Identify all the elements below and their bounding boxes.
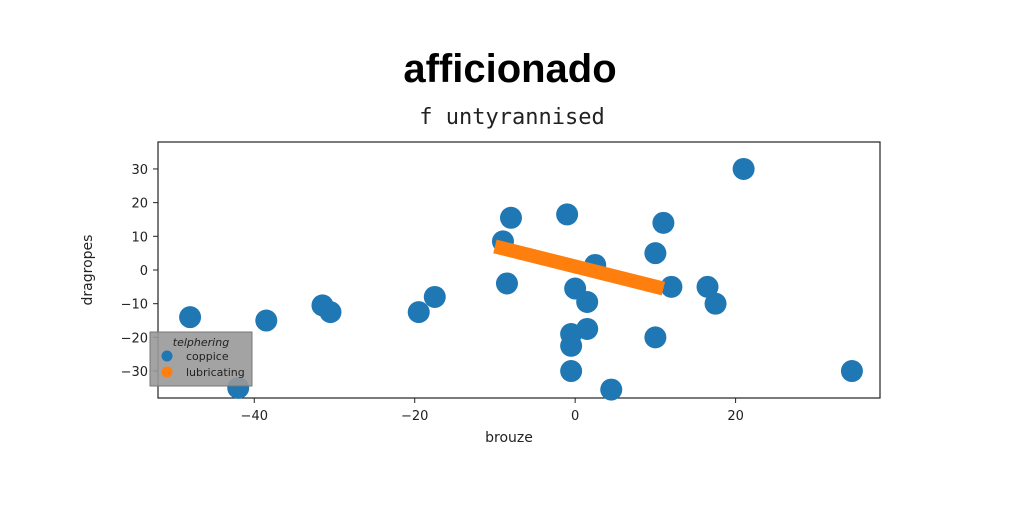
coppice-point: [644, 242, 667, 265]
coppice-point: [696, 275, 719, 298]
coppice-point: [652, 211, 675, 234]
coppice-point: [560, 334, 583, 357]
y-tick-label: −10: [121, 298, 148, 313]
x-tick-label: −40: [241, 409, 268, 424]
y-tick-label: −30: [121, 365, 148, 380]
lubricating-line: [493, 239, 666, 296]
y-tick-label: −20: [121, 331, 148, 346]
coppice-point: [556, 203, 579, 226]
coppice-point: [644, 326, 667, 349]
coppice-point: [499, 206, 522, 229]
coppice-point: [495, 272, 518, 295]
coppice-point: [255, 309, 278, 332]
coppice-point: [560, 360, 583, 383]
chart-subtitle: f untyrannised: [419, 105, 604, 130]
coppice-point: [704, 292, 727, 315]
x-tick-label: 0: [571, 409, 579, 424]
y-axis-label: dragropes: [80, 235, 96, 306]
legend-marker-lubricating: [161, 366, 173, 378]
coppice-point: [576, 291, 599, 313]
coppice-point: [407, 301, 430, 324]
y-tick-label: 30: [131, 163, 148, 178]
x-tick-label: 20: [727, 409, 744, 424]
x-tick-label: −20: [401, 409, 428, 424]
coppice-point: [179, 306, 202, 329]
y-tick-label: 20: [131, 197, 148, 212]
coppice-point: [319, 301, 342, 324]
coppice-point: [840, 360, 863, 383]
coppice-point: [660, 275, 683, 298]
plot-frame: [157, 141, 881, 399]
x-axis-label: brouze: [485, 430, 533, 446]
coppice-point: [732, 157, 755, 180]
y-tick-label: 10: [131, 230, 148, 245]
y-tick-label: 0: [140, 264, 148, 279]
legend-title: telphering: [173, 336, 229, 349]
coppice-point: [423, 285, 446, 308]
chart-title: afficionado: [403, 47, 616, 91]
legend-marker-coppice: [161, 350, 173, 362]
coppice-point: [600, 378, 623, 401]
legend-label-coppice: coppice: [186, 350, 229, 363]
legend-label-lubricating: lubricating: [186, 366, 245, 379]
